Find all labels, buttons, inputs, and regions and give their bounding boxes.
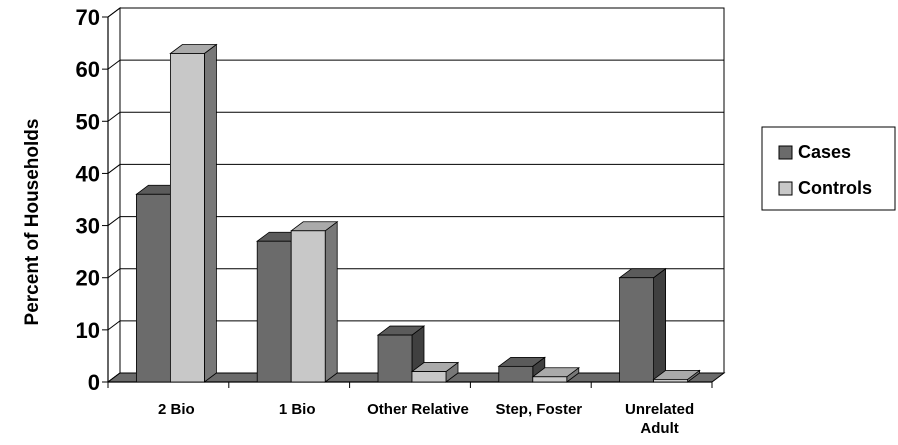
- y-tick-label: 10: [76, 318, 100, 343]
- y-tick-label: 70: [76, 5, 100, 30]
- y-tick-label: 50: [76, 109, 100, 134]
- bar-controls-4: [652, 369, 701, 383]
- y-tick-label: 60: [76, 57, 100, 82]
- legend-swatch: [778, 145, 793, 160]
- legend: Cases Controls: [761, 126, 896, 211]
- y-tick-label: 20: [76, 266, 100, 291]
- legend-label: Cases: [798, 142, 851, 162]
- bars: [135, 43, 701, 383]
- y-axis-title: Percent of Households: [22, 119, 43, 326]
- y-tick-label: 40: [76, 161, 100, 186]
- bar-controls-3: [531, 366, 580, 383]
- legend-box: [761, 126, 896, 211]
- x-tick-label: Unrelated: [625, 401, 694, 418]
- gridline: [107, 268, 724, 279]
- x-tick-label: 1 Bio: [279, 401, 316, 418]
- x-tick-label: 2 Bio: [158, 401, 195, 418]
- x-axis-labels: 2 Bio 1 Bio Other Relative Step, Foster Unre…: [158, 401, 694, 437]
- legend-label: Controls: [798, 178, 872, 198]
- gridline: [107, 320, 724, 331]
- gridline: [107, 163, 724, 174]
- y-axis-ticks: 0 10 20 30 40 50 60 70: [76, 5, 109, 395]
- y-tick-label: 30: [76, 214, 100, 239]
- bar-cases-4: [618, 267, 667, 383]
- x-tick-label: Other Relative: [367, 401, 469, 418]
- gridline: [107, 216, 724, 226]
- gridlines: [107, 7, 724, 383]
- bar-controls-2: [410, 361, 460, 383]
- gridline: [107, 7, 724, 18]
- x-tick-label: Adult: [640, 420, 678, 437]
- y-tick-label: 0: [88, 370, 100, 395]
- bar-controls-0: [169, 43, 218, 383]
- bar-cases-3: [497, 356, 546, 383]
- legend-swatch: [778, 181, 793, 196]
- x-tick-label: Step, Foster: [495, 401, 582, 418]
- gridline: [107, 59, 724, 70]
- bar-controls-1: [290, 220, 339, 383]
- gridline: [107, 111, 724, 122]
